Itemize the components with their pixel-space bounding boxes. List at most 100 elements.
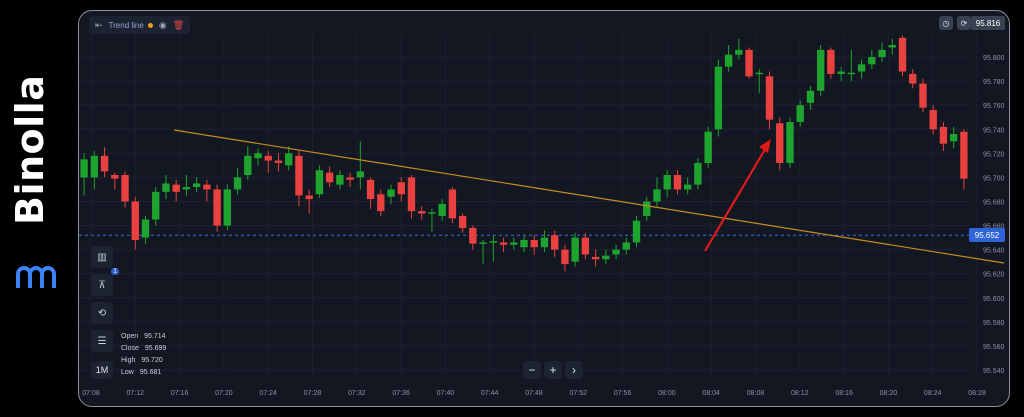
candle-body <box>407 177 416 212</box>
low-value: 95.681 <box>139 369 162 376</box>
candle-body <box>878 49 886 58</box>
price-axis-label: 95.740 <box>983 127 1005 134</box>
candle-body <box>346 177 354 180</box>
price-axis-label: 95.600 <box>983 296 1005 303</box>
shapes-icon[interactable]: ⟲ <box>91 302 113 324</box>
candle-body <box>919 83 927 108</box>
candle-body <box>244 155 252 176</box>
time-axis-label: 07:56 <box>614 390 632 397</box>
candle-body <box>131 201 139 241</box>
candle-body <box>602 255 610 260</box>
candle-body <box>571 237 579 262</box>
time-axis-label: 07:16 <box>171 390 189 397</box>
candle-body <box>100 155 109 172</box>
refresh-icon[interactable]: ⟳ <box>957 16 971 30</box>
candle-body <box>121 175 129 202</box>
candle-body <box>827 49 835 74</box>
candle-body <box>336 175 344 185</box>
candle-body <box>254 153 262 159</box>
candle-body <box>285 153 293 166</box>
candle-body <box>960 131 968 179</box>
collapse-icon[interactable]: ⇤ <box>95 19 103 30</box>
trend-line <box>173 129 1005 264</box>
candle-body <box>448 189 457 219</box>
eye-icon[interactable]: ◉ <box>158 19 167 30</box>
candle-body <box>80 159 88 178</box>
candle-body <box>458 215 467 228</box>
trend-line-label: Trend line <box>108 20 144 30</box>
candle-body <box>704 131 712 163</box>
zoom-out-button[interactable]: − <box>523 361 541 379</box>
candle-body <box>274 160 283 163</box>
time-axis-label: 07:52 <box>570 390 588 397</box>
candle-body <box>683 184 692 190</box>
candle-body <box>939 126 948 144</box>
candle-body <box>755 72 763 75</box>
candle-body <box>356 171 365 178</box>
candle-body <box>612 249 620 255</box>
candle-body <box>162 183 170 192</box>
candle-body <box>479 242 487 244</box>
candle-body <box>765 76 774 120</box>
candle-body <box>182 187 191 190</box>
candle-body <box>796 105 804 123</box>
open-value: 95.714 <box>144 333 166 340</box>
candle-body <box>663 175 671 190</box>
candle-body <box>520 240 528 248</box>
candle-body <box>909 73 917 84</box>
side-toolbar: ▥ ⊼ 1 ⟲ ☰ <box>91 246 119 352</box>
high-value: 95.720 <box>141 357 163 364</box>
candle-body <box>438 203 446 216</box>
close-value: 95.699 <box>144 345 167 352</box>
price-axis-label: 95.680 <box>983 199 1005 206</box>
candle-body <box>325 172 334 183</box>
candle-body <box>172 184 180 192</box>
candle-body <box>735 49 743 55</box>
zoom-in-button[interactable]: + <box>544 361 562 379</box>
candle-body <box>530 240 538 248</box>
candle-body <box>581 237 590 255</box>
candle-body <box>898 37 907 72</box>
candles-icon[interactable]: ▥ <box>91 246 113 268</box>
tool-badge: 1 <box>111 268 119 275</box>
timeframe-button[interactable]: 1M <box>91 361 113 379</box>
candle-body <box>305 195 313 200</box>
candle-body <box>203 184 211 190</box>
clock-icon[interactable]: ◷ <box>939 16 953 30</box>
candle-body <box>622 242 630 250</box>
price-axis-label: 95.700 <box>983 175 1005 182</box>
candle-body <box>929 110 937 130</box>
chart-top-icons: ◷ ⟳ <box>939 16 971 30</box>
time-axis-label: 07:20 <box>215 390 233 397</box>
candle-body <box>90 155 99 178</box>
time-axis-label: 07:36 <box>392 390 410 397</box>
candle-body <box>591 256 600 260</box>
candle-body <box>233 177 242 190</box>
candle-body <box>551 235 559 250</box>
candle-body <box>192 183 201 188</box>
candle-body <box>714 66 723 130</box>
price-axis-label: 95.640 <box>983 248 1005 255</box>
trash-icon[interactable]: 🗑 <box>172 19 185 30</box>
time-axis-label: 08:24 <box>924 390 942 397</box>
price-axis-label: 95.800 <box>983 55 1005 62</box>
price-axis-label: 95.620 <box>983 272 1005 279</box>
candle-body <box>837 71 845 74</box>
close-label: Close <box>121 345 139 352</box>
candle-body <box>694 162 702 185</box>
drawing-compass-icon[interactable]: ⊼ 1 <box>91 268 119 296</box>
low-label: Low <box>121 369 134 376</box>
settings-sliders-icon[interactable]: ☰ <box>91 330 113 352</box>
candle-body <box>213 189 221 226</box>
candle-body <box>111 175 119 179</box>
time-axis-label: 08:04 <box>702 390 720 397</box>
candle-body <box>745 49 753 77</box>
candle-body <box>489 241 497 243</box>
candle-body <box>561 249 569 265</box>
candlestick-chart[interactable]: 95.800 95.780 95.760 95.740 95.720 95.700 95.6… <box>79 11 1009 406</box>
candle-body <box>499 242 508 245</box>
scroll-next-button[interactable]: › <box>565 361 583 379</box>
candle-body <box>469 227 477 244</box>
trend-line-tool[interactable]: Trend line <box>109 21 153 30</box>
time-axis-label: 07:12 <box>127 390 145 397</box>
